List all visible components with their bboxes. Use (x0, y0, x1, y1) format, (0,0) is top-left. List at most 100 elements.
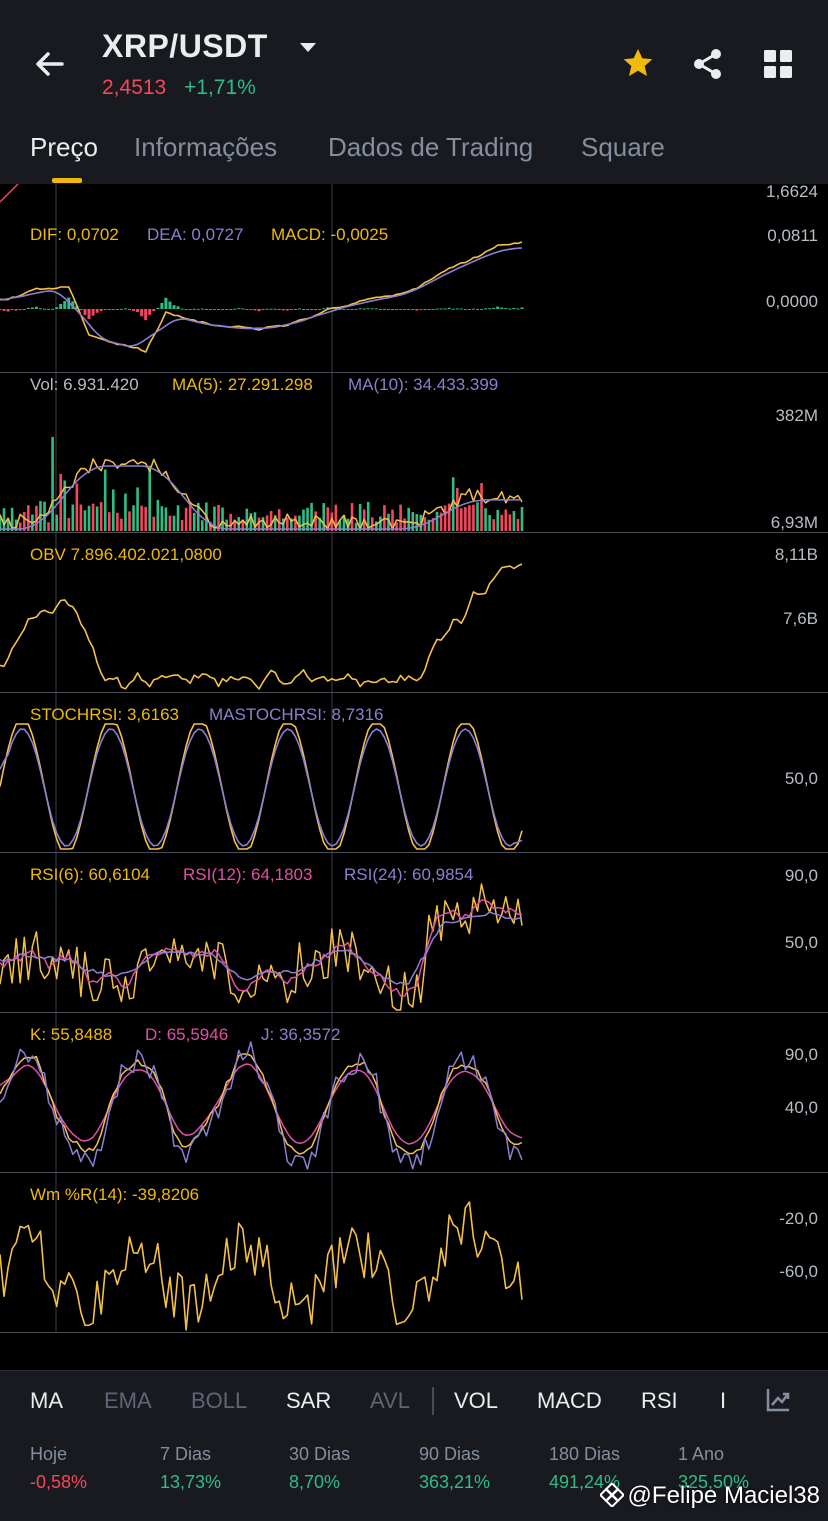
volume-bar (83, 510, 87, 531)
caret-down-icon[interactable] (298, 38, 318, 58)
rsi24-label: RSI(24): 60,9854 (344, 865, 474, 884)
macd-histogram-bar (386, 309, 390, 310)
macd-histogram-bar (22, 308, 26, 310)
macd-histogram-bar (310, 309, 314, 311)
perf-7d: 7 Dias 13,73% (160, 1444, 221, 1493)
macd-histogram-bar (127, 309, 131, 310)
rsi-axis-mid: 50,0 (784, 933, 818, 952)
volume-bar (488, 515, 491, 531)
macd-histogram-bar (119, 308, 123, 310)
perf-label: Hoje (30, 1444, 68, 1464)
volume-bar (322, 503, 326, 531)
macd-histogram-bar (225, 309, 229, 310)
macd-histogram-bar (176, 306, 180, 309)
tab-dados-de-trading[interactable]: Dados de Trading (328, 132, 534, 162)
macd-histogram-bar (342, 309, 346, 310)
panel-divider (0, 1332, 828, 1333)
indicator-rsi[interactable]: RSI (641, 1388, 678, 1413)
perf-90d: 90 Dias 363,21% (419, 1444, 490, 1493)
macd-histogram-bar (2, 309, 6, 311)
macd-histogram-bar (257, 309, 261, 312)
indicator-macd[interactable]: MACD (537, 1388, 602, 1413)
macd-histogram-bar (43, 308, 47, 310)
header: XRP/USDT 2,4513 +1,71% Preço Informações… (0, 0, 828, 184)
volume-bar (411, 512, 415, 531)
volume-bar (338, 520, 342, 531)
volume-bar (407, 507, 410, 531)
star-icon[interactable] (618, 44, 658, 84)
last-price: 2,4513 (102, 76, 167, 99)
macd-histogram-bar (362, 308, 366, 310)
indicator-sar[interactable]: SAR (286, 1388, 332, 1413)
indicator-vol[interactable]: VOL (454, 1388, 499, 1413)
volume-bar (188, 501, 192, 531)
grid-menu-icon[interactable] (758, 44, 798, 84)
macd-histogram-bar (123, 308, 127, 310)
macd-histogram-bar (358, 308, 362, 310)
macd-histogram-bar (10, 309, 14, 311)
indicator-charts (0, 184, 524, 1332)
macd-histogram-bar (192, 308, 196, 310)
macd-histogram-bar (261, 309, 265, 311)
indicator-ma[interactable]: MA (30, 1388, 63, 1413)
macd-histogram-bar (326, 307, 330, 309)
perf-value: -0,58% (30, 1472, 88, 1492)
macd-histogram-bar (265, 308, 269, 310)
volume-bar (2, 508, 6, 531)
wr-axis-top: -20,0 (779, 1209, 818, 1228)
macd-histogram-bar (459, 308, 463, 310)
macd-histogram-bar (217, 309, 221, 310)
volume-bar (107, 512, 111, 531)
macd-histogram-bar (293, 309, 297, 310)
macd-histogram-bar (132, 309, 136, 311)
macd-histogram-bar (107, 309, 111, 310)
macd-histogram-bar (399, 309, 403, 310)
tab-informacoes[interactable]: Informações (134, 132, 278, 162)
tab-square[interactable]: Square (581, 132, 665, 162)
macd-histogram-bar (370, 308, 374, 310)
vol-label: Vol: 6.931.420 (30, 375, 139, 394)
volume-bar (302, 509, 305, 531)
macd-histogram-bar (411, 309, 415, 310)
panel-divider (0, 532, 828, 533)
tab-preco[interactable]: Preço (30, 132, 98, 162)
volume-bar (520, 507, 524, 531)
volume-bar (35, 505, 38, 531)
volume-bar (91, 503, 95, 531)
share-icon[interactable] (688, 44, 728, 84)
pair-title[interactable]: XRP/USDT (102, 28, 268, 64)
chart-area[interactable]: 1,6624 DIF: 0,0702 DEA: 0,0727 MACD: -0,… (0, 182, 828, 1333)
volume-bar (103, 469, 107, 531)
indicator-boll[interactable]: BOLL (191, 1388, 248, 1413)
volume-bar (277, 509, 281, 531)
volume-bar (354, 522, 358, 531)
volume-bar (10, 507, 14, 531)
kdj-k-line (0, 1053, 523, 1155)
kdj-k-label: K: 55,8488 (30, 1025, 113, 1044)
rsi-axis-top: 90,0 (784, 866, 818, 885)
volume-bar (209, 521, 212, 531)
perf-label: 1 Ano (678, 1444, 725, 1464)
vol-ma5-line (0, 458, 523, 530)
indicator-more[interactable]: I (720, 1388, 727, 1413)
back-arrow-icon[interactable] (30, 44, 70, 84)
perf-value: 8,70% (289, 1472, 341, 1492)
macd-histogram-bar (443, 308, 447, 310)
kdj-axis-mid: 40,0 (784, 1098, 818, 1117)
macd-histogram-bar (51, 308, 55, 310)
macd-histogram-bar (26, 307, 30, 309)
indicator-settings-icon[interactable] (764, 1386, 792, 1414)
macd-histogram-bar (297, 308, 301, 310)
volume-bar (468, 505, 471, 531)
stochrsi-axis-mid: 50,0 (784, 769, 818, 788)
vol-ma10-label: MA(10): 34.433.399 (348, 375, 499, 394)
rsi24-line (0, 911, 523, 985)
macd-histogram-bar (63, 301, 67, 309)
volume-bar (476, 502, 479, 531)
macd-histogram-bar (435, 308, 439, 310)
macd-histogram-bar (277, 308, 281, 310)
indicator-avl[interactable]: AVL (370, 1388, 410, 1413)
perf-label: 180 Dias (549, 1444, 621, 1464)
indicator-ema[interactable]: EMA (104, 1388, 152, 1413)
macd-histogram-bar (253, 309, 257, 311)
